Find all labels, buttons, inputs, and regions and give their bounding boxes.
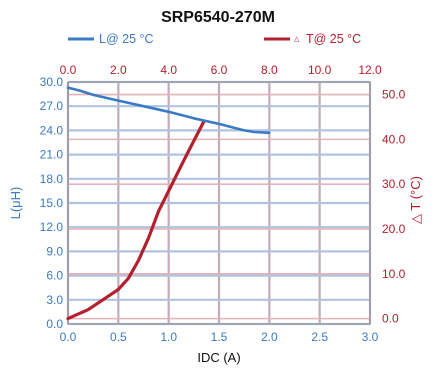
- bottom-tick-label: 3.0: [362, 330, 379, 344]
- left-axis-ticks: 0.0 3.0 6.0 9.0 12.0 15.0 18.0 21.0 24.0 27.0 30.0: [40, 75, 64, 331]
- top-tick-label: 10.0: [308, 63, 332, 77]
- right-tick-label: 10.0: [382, 267, 406, 281]
- left-tick-label: 27.0: [40, 99, 64, 113]
- right-tick-label: 0.0: [382, 312, 399, 326]
- chart-title: SRP6540-270M: [161, 9, 275, 26]
- bottom-tick-label: 2.5: [311, 330, 328, 344]
- left-tick-label: 3.0: [46, 293, 63, 307]
- bottom-tick-label: 0.0: [60, 330, 77, 344]
- plot-frame: [67, 81, 371, 325]
- top-tick-label: 6.0: [211, 63, 228, 77]
- series-line-temperature: [66, 119, 206, 321]
- left-tick-label: 30.0: [40, 75, 64, 89]
- left-tick-label: 15.0: [40, 196, 64, 210]
- right-axis-ticks: 0.0 10.0 20.0 30.0 40.0 50.0: [382, 88, 406, 326]
- left-tick-label: 12.0: [40, 220, 64, 234]
- top-tick-label: 0.0: [60, 63, 77, 77]
- bottom-tick-label: 0.5: [110, 330, 127, 344]
- series-layer: [66, 86, 271, 321]
- left-tick-label: 21.0: [40, 148, 64, 162]
- top-tick-label: 8.0: [261, 63, 278, 77]
- grid: [66, 80, 372, 326]
- top-axis-ticks: 0.0 2.0 4.0 6.0 8.0 10.0 12.0: [60, 63, 382, 77]
- left-tick-label: 6.0: [46, 269, 63, 283]
- left-tick-label: 18.0: [40, 172, 64, 186]
- right-tick-label: 50.0: [382, 88, 406, 102]
- y-axis-label-left: L(μH): [8, 187, 23, 220]
- legend-delta-icon: △: [294, 35, 300, 43]
- top-tick-label: 12.0: [358, 63, 382, 77]
- bottom-tick-label: 1.0: [160, 330, 177, 344]
- legend: L@ 25 °C △ T@ 25 °C: [68, 32, 361, 46]
- bottom-tick-label: 2.0: [261, 330, 278, 344]
- y-axis-label-right: △ T (°C): [408, 176, 423, 224]
- right-tick-label: 30.0: [382, 177, 406, 191]
- legend-label-temperature: T@ 25 °C: [306, 32, 361, 46]
- x-axis-label: IDC (A): [197, 350, 240, 365]
- legend-label-inductance: L@ 25 °C: [99, 32, 154, 46]
- top-tick-label: 4.0: [160, 63, 177, 77]
- top-tick-label: 2.0: [110, 63, 127, 77]
- right-tick-label: 40.0: [382, 132, 406, 146]
- bottom-axis-ticks: 0.0 0.5 1.0 1.5 2.0 2.5 3.0: [60, 330, 379, 344]
- right-tick-label: 20.0: [382, 222, 406, 236]
- series-line-inductance: [66, 86, 271, 135]
- left-tick-label: 0.0: [46, 317, 63, 331]
- left-tick-label: 9.0: [46, 244, 63, 258]
- left-tick-label: 24.0: [40, 123, 64, 137]
- bottom-tick-label: 1.5: [211, 330, 228, 344]
